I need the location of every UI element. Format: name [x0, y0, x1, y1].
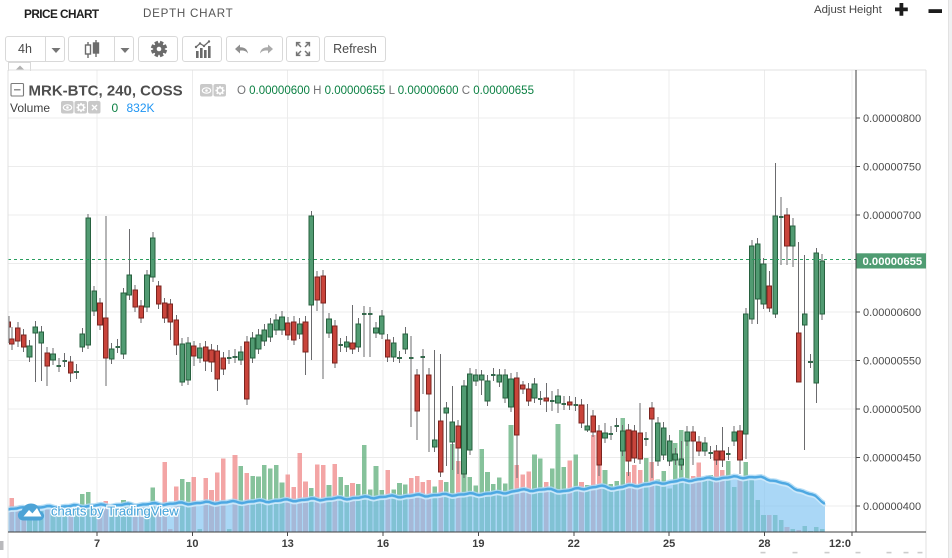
svg-text:25: 25 [663, 538, 675, 550]
svg-text:19: 19 [472, 538, 484, 550]
svg-text:28: 28 [758, 538, 770, 550]
svg-text:0: 0 [112, 101, 119, 115]
svg-text:0.00000750: 0.00000750 [863, 162, 921, 174]
svg-text:Volume: Volume [10, 101, 50, 115]
svg-text:0.00000500: 0.00000500 [863, 404, 921, 416]
svg-text:12:0: 12:0 [829, 538, 851, 550]
svg-text:0.00000600: 0.00000600 [863, 307, 921, 319]
svg-text:0.00000800: 0.00000800 [863, 113, 921, 125]
svg-text:7: 7 [94, 538, 100, 550]
svg-text:0.00000700: 0.00000700 [863, 210, 921, 222]
svg-text:charts by TradingView: charts by TradingView [51, 504, 179, 519]
svg-text:MRK-BTC, 240, COSS: MRK-BTC, 240, COSS [29, 83, 183, 100]
svg-text:0.00000550: 0.00000550 [863, 356, 921, 368]
svg-text:832K: 832K [127, 101, 155, 115]
svg-text:16: 16 [377, 538, 389, 550]
svg-text:O 0.00000600 H 0.00000655 L 0.: O 0.00000600 H 0.00000655 L 0.00000600 C… [237, 85, 534, 97]
svg-text:22: 22 [568, 538, 580, 550]
svg-text:0.00000400: 0.00000400 [863, 501, 921, 513]
svg-text:10: 10 [186, 538, 198, 550]
svg-text:13: 13 [282, 538, 294, 550]
svg-text:0.00000450: 0.00000450 [863, 453, 921, 465]
svg-text:charts by TradingView: charts by TradingView [51, 504, 179, 519]
svg-text:0.00000655: 0.00000655 [863, 256, 923, 268]
